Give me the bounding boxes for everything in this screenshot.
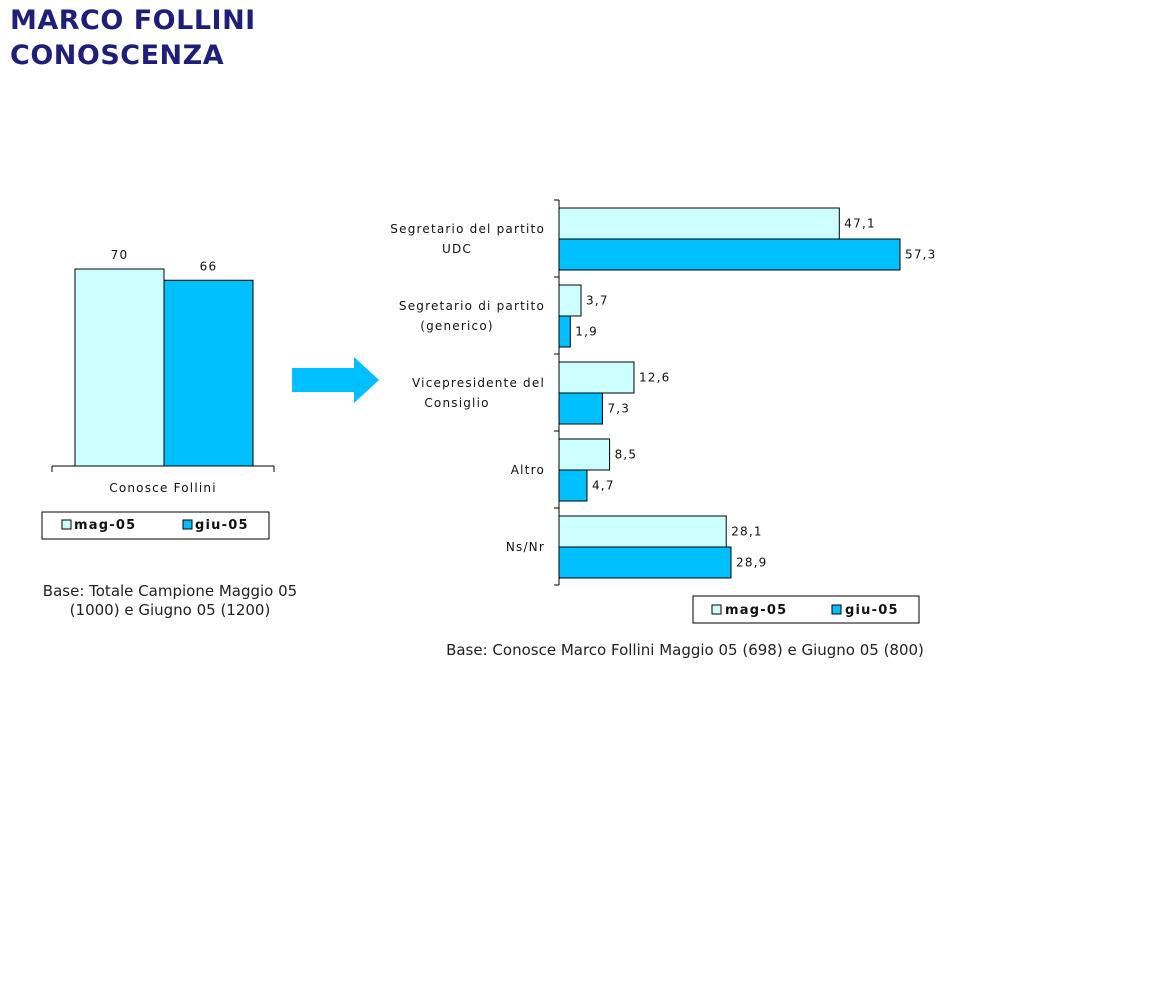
legend-box [41,511,270,540]
data-label-mag-05: 12,6 [639,371,671,385]
bar-mag-05 [558,515,727,548]
legend-swatch-giu-05 [182,519,193,530]
legend-label-giu-05: giu-05 [845,603,899,618]
right-bar-chart: 47,1 57,3 Segretario del partito UDC 3,7 1,9 S… [390,199,937,624]
bar-mag-05 [558,438,611,471]
category-label: Ns/Nr [506,540,545,554]
legend-label-mag-05: mag-05 [74,518,136,533]
bar-giu-05 [163,279,254,467]
bar-giu-05 [558,546,732,579]
data-label-giu-05: 1,9 [575,325,598,339]
legend-label-mag-05: mag-05 [725,603,787,618]
legend-swatch-giu-05 [831,604,842,615]
data-label-mag-05: 28,1 [731,525,763,539]
page-title-name: MARCO FOLLINI [10,5,256,36]
legend-box [692,595,920,624]
data-label-giu-05: 28,9 [736,556,768,570]
right-chart-base-note: Base: Conosce Marco Follini Maggio 05 (6… [446,641,924,659]
data-label-mag-05: 70 [111,248,129,262]
left-chart-base-note: Base: Totale Campione Maggio 05 (1000) e… [42,582,298,619]
bar-mag-05 [558,361,635,394]
category-label: Consiglio [424,396,489,410]
data-label-mag-05: 8,5 [615,448,638,462]
bar-giu-05 [558,392,603,425]
bar-giu-05 [558,315,571,348]
bar-giu-05 [558,238,901,271]
category-label: Segretario di partito [399,299,545,313]
category-label: Conosce Follini [109,481,216,495]
data-label-giu-05: 66 [200,259,218,273]
category-label: UDC [442,242,472,256]
bar-mag-05 [74,268,165,467]
data-label-mag-05: 47,1 [844,217,876,231]
legend-swatch-mag-05 [61,519,72,530]
page-title-topic: CONOSCENZA [10,40,225,71]
data-label-giu-05: 4,7 [592,479,615,493]
legend-swatch-mag-05 [711,604,722,615]
data-label-giu-05: 7,3 [607,402,630,416]
right-arrow-icon [292,357,379,403]
bar-mag-05 [558,207,840,240]
bar-giu-05 [558,469,588,502]
bar-mag-05 [558,284,582,317]
legend-label-giu-05: giu-05 [195,518,249,533]
data-label-mag-05: 3,7 [586,294,609,308]
data-label-giu-05: 57,3 [905,248,937,262]
category-label: Altro [511,463,545,477]
category-label: (generico) [420,319,494,333]
category-label: Segretario del partito [390,222,545,236]
category-label: Vicepresidente del [412,376,545,390]
left-bar-chart: 70 66 Conosce Follini mag-05 giu-05 [41,248,275,540]
